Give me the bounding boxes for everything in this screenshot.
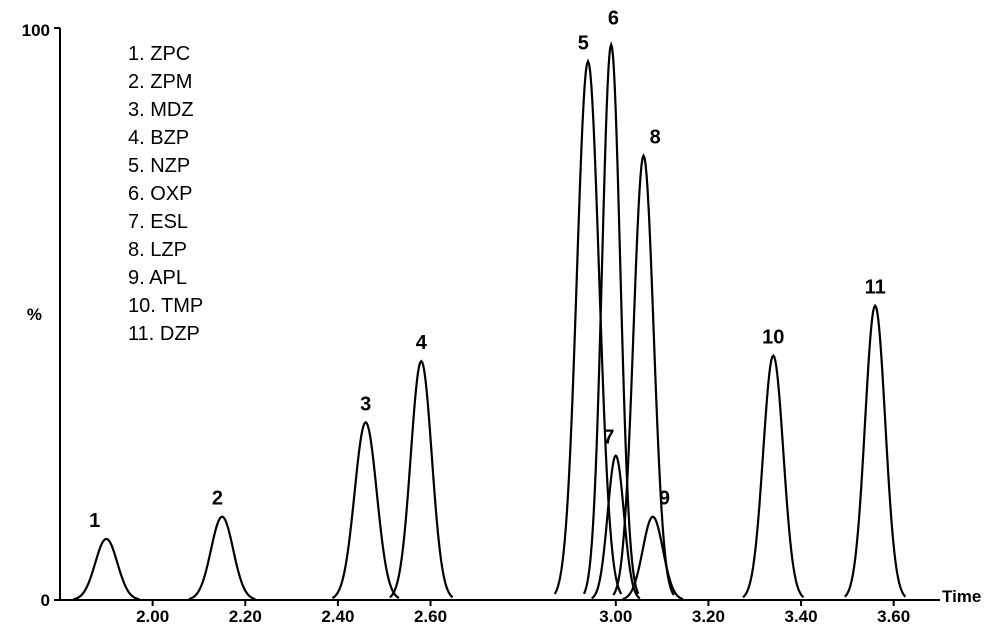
chromatogram-chart: 100% 0 2.00 2.20 2.40 2.60 3.00 3.20 3.40 3.60 Tim… [10, 10, 990, 632]
x-tick-label: 2.60 [414, 607, 447, 626]
legend-item: 2. ZPM [128, 71, 192, 93]
legend-item: 10. TMP [128, 295, 203, 317]
x-tick-label: 2.20 [229, 607, 262, 626]
x-tick-label: 3.20 [692, 607, 725, 626]
x-tick-label: 2.40 [321, 607, 354, 626]
peak-label-7: 7 [603, 427, 614, 449]
peak-label-4: 4 [416, 332, 428, 354]
peak-label-8: 8 [650, 127, 661, 149]
x-tick-label: 3.00 [599, 607, 632, 626]
chart-svg: 100% 0 2.00 2.20 2.40 2.60 3.00 3.20 3.40 3.60 Tim… [10, 10, 990, 632]
x-tick-label: 2.00 [136, 607, 169, 626]
y-label-100: 100 [22, 21, 50, 40]
peak-label-1: 1 [89, 510, 100, 532]
x-axis-title: Time [942, 587, 981, 606]
legend-item: 9. APL [128, 267, 187, 289]
x-tick-label: 3.40 [785, 607, 818, 626]
legend-item: 4. BZP [128, 127, 189, 149]
peak-label-5: 5 [578, 32, 589, 54]
legend-item: 7. ESL [128, 211, 188, 233]
peak-label-10: 10 [762, 327, 784, 349]
legend-item: 6. OXP [128, 183, 192, 205]
peak-label-2: 2 [212, 488, 223, 510]
y-label-percent: % [27, 305, 42, 324]
y-label-0: 0 [41, 591, 50, 610]
peak-label-11: 11 [865, 277, 886, 299]
legend-item: 8. LZP [128, 239, 187, 261]
x-tick-label: 3.60 [877, 607, 910, 626]
peak-label-6: 6 [608, 10, 619, 30]
legend-item: 1. ZPC [128, 43, 190, 65]
legend-item: 3. MDZ [128, 99, 194, 121]
peak-label-3: 3 [360, 393, 371, 415]
peak-label-9: 9 [659, 488, 670, 510]
legend-item: 5. NZP [128, 155, 190, 177]
legend-item: 11. DZP [128, 323, 200, 345]
